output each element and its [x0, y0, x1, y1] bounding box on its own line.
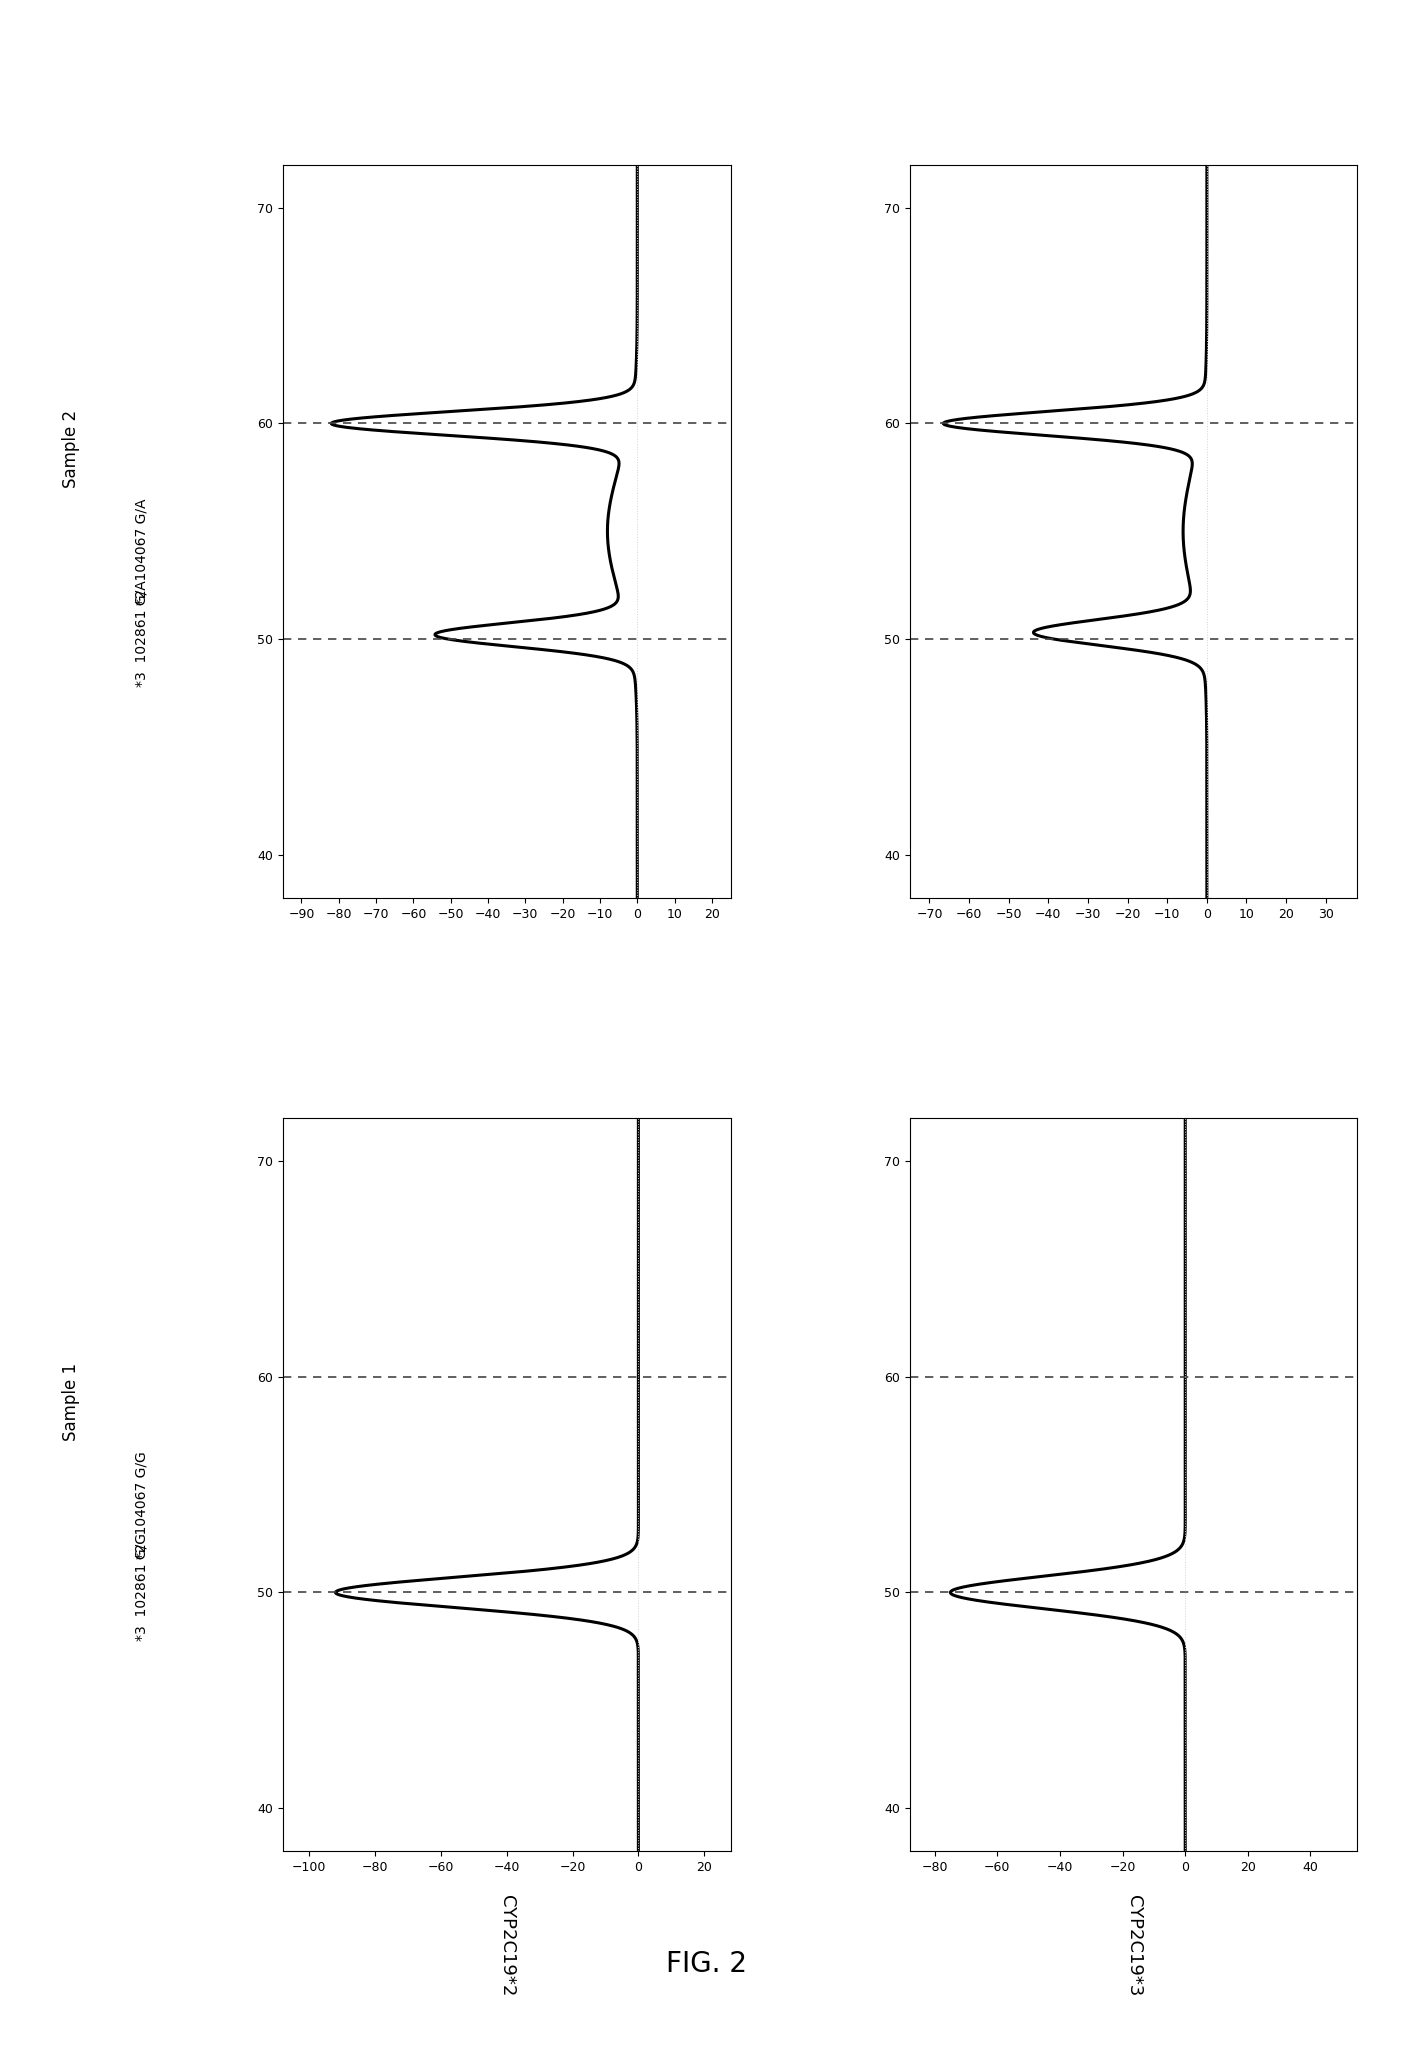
Text: Sample 2: Sample 2 — [62, 409, 79, 488]
Text: *3  102861 G/G: *3 102861 G/G — [134, 1532, 148, 1641]
X-axis label: CYP2C19*3: CYP2C19*3 — [1124, 1894, 1143, 1995]
Text: *2  104067 G/G: *2 104067 G/G — [134, 1452, 148, 1559]
Text: *3  102861 G/A: *3 102861 G/A — [134, 580, 148, 687]
Text: Sample 1: Sample 1 — [62, 1364, 79, 1442]
X-axis label: CYP2C19*2: CYP2C19*2 — [498, 1894, 516, 1995]
Text: *2  104067 G/A: *2 104067 G/A — [134, 498, 148, 605]
Text: FIG. 2: FIG. 2 — [666, 1950, 748, 1979]
